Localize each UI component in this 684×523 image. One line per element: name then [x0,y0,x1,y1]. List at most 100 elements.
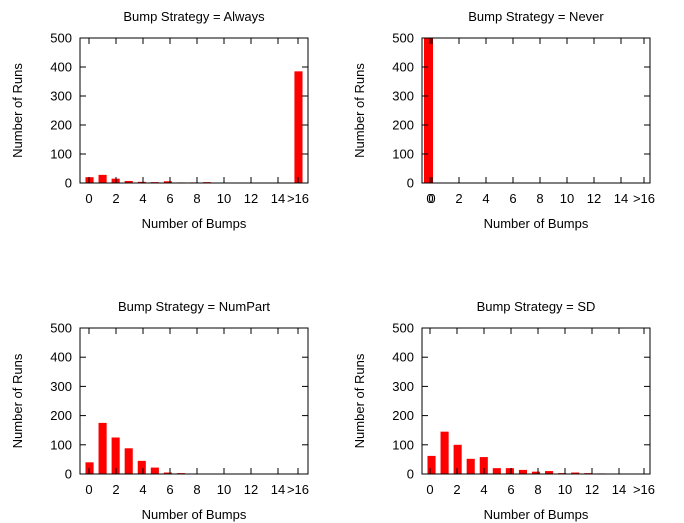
bar-0 [427,455,436,474]
x-tick-label: >16 [633,482,655,497]
x-tick-label: 14 [271,482,285,497]
x-tick-label: 6 [509,191,516,206]
bar-6 [163,181,172,183]
x-tick-label: 0 [85,191,92,206]
x-tick-label: 4 [480,482,487,497]
x-tick-label: >16 [287,191,309,206]
bar-4 [137,460,146,474]
x-tick-label: 4 [482,191,489,206]
y-tick-label: 500 [50,321,72,336]
y-tick-label: 0 [65,467,72,482]
x-tick-label: 10 [558,482,572,497]
bar-0 [85,462,94,474]
x-tick-label: 12 [244,482,258,497]
y-tick-label: 200 [392,408,414,423]
chart-title: Bump Strategy = Always [123,9,265,24]
bar-2 [111,437,120,474]
bar-2 [453,444,462,474]
x-tick-label: 0 [428,191,435,206]
y-tick-label: 300 [392,89,414,104]
y-axis-label: Number of Runs [10,353,25,448]
plot-frame [421,37,651,184]
x-tick-label: 2 [455,191,462,206]
x-axis-label: Number of Bumps [484,216,589,231]
chart-title: Bump Strategy = SD [477,299,596,314]
plot-frame [421,327,651,475]
bar-1 [440,431,449,474]
x-tick-label: 0 [426,482,433,497]
x-tick-label: 8 [534,482,541,497]
y-tick-label: 500 [50,31,72,46]
plot-frame [79,37,309,184]
x-tick-label: 8 [193,191,200,206]
y-tick-label: 500 [392,321,414,336]
x-tick-label: 14 [612,482,626,497]
y-tick-label: 200 [50,408,72,423]
y-tick-label: 200 [50,118,72,133]
bar-8 [531,471,541,474]
bar-9 [545,471,554,474]
bar-5 [150,467,159,474]
bar-5 [492,468,501,474]
chart-title: Bump Strategy = NumPart [118,299,270,314]
y-tick-label: 0 [407,467,414,482]
x-tick-label: 10 [217,191,231,206]
y-tick-label: 0 [65,176,72,191]
chart-panel-3: 0 100 200 300 400 500 0 2 4 6 8 10 12 14 >16 Bump Strat… [10,299,309,522]
x-tick-label: 12 [587,191,601,206]
y-tick-label: 400 [50,60,72,75]
x-tick-label: 0 [426,191,433,206]
x-tick-label: 8 [536,191,543,206]
bar-1 [98,174,107,183]
chart-panel-4: 0 100 200 300 400 500 0 2 4 6 8 10 12 14 >16 Bump Strat… [352,299,655,522]
x-axis-label: Number of Bumps [484,507,589,522]
bar-11 [571,472,580,474]
y-tick-label: 300 [392,379,414,394]
y-tick-label: 200 [392,118,414,133]
x-tick-label: 0 [85,482,92,497]
x-tick-label: 4 [139,191,146,206]
x-tick-label: 6 [166,482,173,497]
x-tick-label: 6 [507,482,514,497]
x-tick-label: 4 [139,482,146,497]
x-tick-label: 14 [271,191,285,206]
y-axis-label: Number of Runs [10,63,25,158]
bar-0 [85,177,94,183]
chart-title: Bump Strategy = Never [468,9,604,24]
x-tick-label: 6 [166,191,173,206]
y-tick-label: 100 [50,147,72,162]
y-tick-label: 400 [50,350,72,365]
y-tick-label: 300 [50,89,72,104]
bar-6 [505,468,514,474]
bar-3 [124,448,133,474]
bar-6 [163,472,172,474]
x-tick-label: 2 [453,482,460,497]
y-tick-label: 100 [392,437,414,452]
x-axis-label: Number of Bumps [142,507,247,522]
bar-4 [137,181,146,183]
y-tick-label: 400 [392,350,414,365]
bar-1 [98,422,107,474]
x-tick-label: 12 [244,191,258,206]
x-tick-label: 10 [217,482,231,497]
x-tick-label: 2 [112,191,119,206]
bar-7 [518,469,527,474]
bar-3 [124,180,133,183]
bar-3 [466,458,475,474]
chart-panel-1: 0 100 200 300 400 500 0 2 4 6 8 10 12 14 >16 Bump Strat… [10,9,309,231]
x-tick-label: >16 [633,191,655,206]
y-tick-label: 100 [392,147,414,162]
y-tick-label: 100 [50,437,72,452]
x-tick-label: 14 [614,191,628,206]
x-tick-label: 8 [193,482,200,497]
x-tick-label: 12 [585,482,599,497]
bar-gt16 [294,71,303,183]
bar-4 [479,457,488,474]
y-tick-label: 500 [392,31,414,46]
y-tick-label: 0 [407,176,414,191]
plot-frame [79,327,309,475]
x-tick-label: >16 [287,482,309,497]
x-axis-label: Number of Bumps [142,216,247,231]
